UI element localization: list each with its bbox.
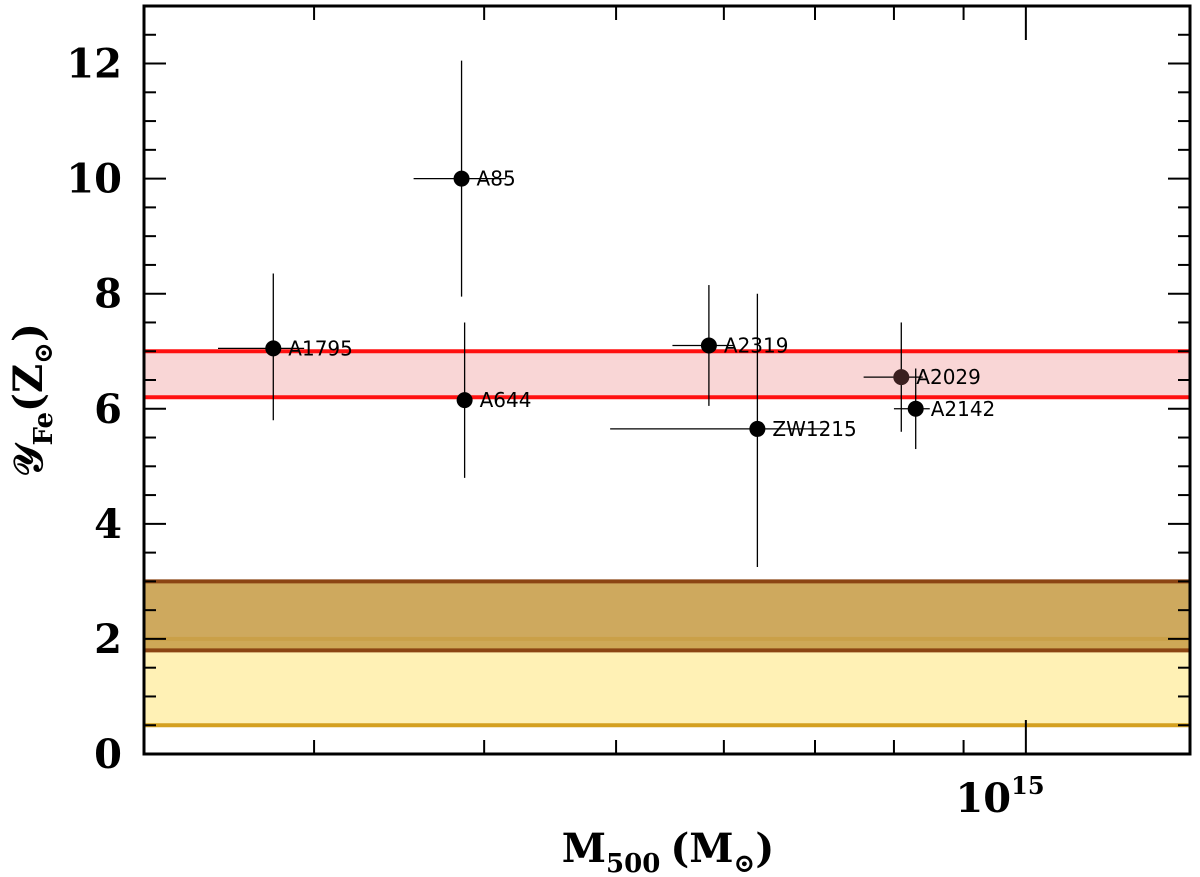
x-axis-title-unit-close: ) bbox=[755, 825, 774, 872]
band-1-fill bbox=[144, 581, 1190, 651]
y-tick-label: 10 bbox=[66, 156, 122, 203]
marker bbox=[907, 400, 924, 417]
y-axis-title-unit-close: ) bbox=[5, 323, 52, 342]
data-point-a85: A85 bbox=[413, 60, 516, 297]
data-point-a644: A644 bbox=[456, 322, 532, 478]
data-point-a1795: A1795 bbox=[217, 273, 353, 421]
x-axis-title-sub: 500 bbox=[606, 849, 660, 877]
x-axis-title-unit-sub: ⊙ bbox=[734, 849, 756, 877]
point-label: A2319 bbox=[724, 333, 789, 357]
y-axis-title-unit-sub: ⊙ bbox=[29, 342, 59, 364]
point-label: ZW1215 bbox=[772, 417, 856, 441]
data-point-a2142: A2142 bbox=[893, 368, 996, 450]
marker bbox=[265, 340, 282, 357]
y-tick-label: 12 bbox=[66, 41, 122, 88]
y-tick-label: 0 bbox=[94, 731, 122, 778]
data-point-a2319: A2319 bbox=[672, 285, 788, 406]
marker bbox=[700, 337, 717, 354]
y-axis-title-main: 𝒴 bbox=[5, 442, 52, 477]
y-tick-label: 6 bbox=[94, 386, 122, 433]
x-axis-title-unit: (M bbox=[670, 825, 733, 872]
bands bbox=[144, 349, 1190, 728]
point-label: A2142 bbox=[931, 397, 996, 421]
y-axis-title-sub: Fe bbox=[29, 412, 59, 446]
marker bbox=[453, 170, 470, 187]
point-label: A644 bbox=[480, 388, 532, 412]
y-tick-label: 2 bbox=[94, 616, 122, 663]
data-points: A1795 A85 A644 A2319 ZW1215 A2029 A2142 bbox=[217, 60, 996, 567]
plot-frame bbox=[142, 4, 1192, 756]
marker bbox=[893, 369, 910, 386]
y-tick-label: 8 bbox=[94, 271, 122, 318]
x-axis-title-main: M bbox=[562, 825, 606, 872]
marker bbox=[749, 420, 766, 437]
data-point-zw1215: ZW1215 bbox=[610, 293, 857, 567]
x-axis-title: M500 (M⊙) bbox=[562, 825, 775, 877]
x-tick-exp: 15 bbox=[1011, 771, 1044, 800]
marker bbox=[456, 392, 473, 409]
band-0-fill bbox=[144, 638, 1190, 726]
data-point-a2029: A2029 bbox=[863, 322, 981, 432]
y-axis-title-unit: (Z bbox=[5, 364, 52, 412]
y-axis-title: 𝒴Fe(Z⊙) bbox=[5, 323, 59, 477]
band-2-fill bbox=[144, 351, 1190, 398]
point-label: A1795 bbox=[288, 336, 353, 360]
y-tick-labels: 0 2 4 6 8 10 12 bbox=[66, 41, 122, 778]
x-tick-base: 10 bbox=[955, 775, 1011, 822]
point-label: A85 bbox=[477, 167, 516, 191]
point-label: A2029 bbox=[916, 365, 981, 389]
x-tick-label-1e15: 1015 bbox=[955, 771, 1044, 822]
y-tick-label: 4 bbox=[94, 501, 122, 548]
